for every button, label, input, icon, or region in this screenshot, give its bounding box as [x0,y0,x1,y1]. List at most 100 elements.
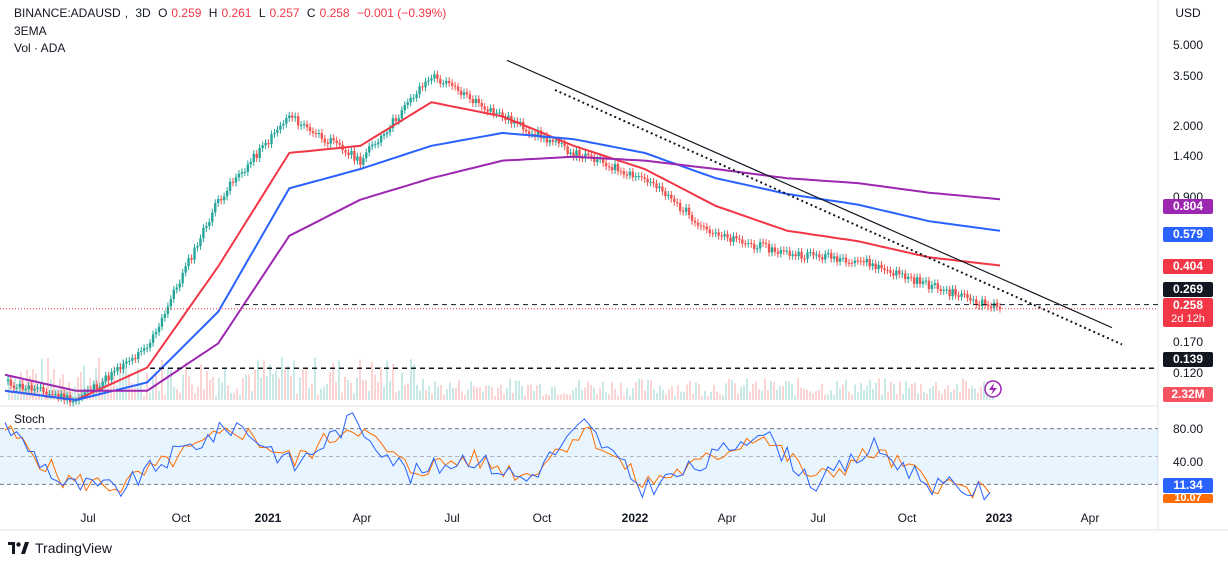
volume-bar [680,391,682,400]
volume-bar [461,391,463,400]
indicator-volume-label[interactable]: Vol · ADA [14,41,66,55]
candle-body [830,253,833,259]
volume-bar [356,377,358,400]
volume-bar [272,374,274,400]
volume-bar [89,377,91,400]
volume-bar [959,392,961,400]
candle-body [856,260,860,262]
candle-body [764,242,768,244]
tradingview-brand: TradingView [35,540,113,556]
candle-body [681,210,685,212]
candle-body [616,163,620,172]
candle-body [122,363,125,370]
candle-body [797,251,800,257]
candle-body [812,252,815,256]
candle-body [110,372,113,381]
candle-body [305,124,309,128]
candle-body [311,131,315,133]
price-tick: 2.000 [1172,119,1204,133]
volume-bar [974,388,976,400]
candle-body [634,176,637,178]
candle-body [157,326,161,333]
volume-bar [935,382,937,400]
volume-bar [242,378,244,400]
candle-body [989,306,993,308]
volume-bar [977,392,979,400]
volume-bar [632,388,634,400]
volume-bar [914,382,916,400]
candle-body [821,257,824,260]
candle-body [412,97,415,99]
interval-label[interactable]: 3D [135,6,151,20]
candle-body [978,304,981,306]
volume-bar [419,390,421,400]
candle-body [933,283,937,285]
candle-body [406,102,409,105]
volume-bar [956,384,958,400]
candle-body [169,299,173,307]
volume-bar [185,362,187,400]
volume-bar [452,387,454,400]
candle-body [664,191,667,196]
candle-body [430,78,433,81]
candle-body [15,387,19,389]
support-price-tag: 0.139 [1163,352,1213,367]
stoch-title[interactable]: Stoch [14,412,45,426]
volume-bar [191,384,193,400]
volume-bar [623,395,625,400]
volume-bar [179,392,181,400]
candle-body [205,225,208,228]
candle-body [622,171,626,175]
candle-body [693,220,697,223]
volume-bar [911,383,913,400]
candle-body [450,82,454,86]
volume-bar [776,389,778,400]
volume-bar [617,395,619,400]
volume-bar [236,388,238,400]
tradingview-logo[interactable]: TradingView [8,540,112,556]
candle-body [267,143,270,145]
candle-body [824,254,827,260]
volume-bar [290,375,292,400]
volume-bar [932,386,934,400]
volume-bar [833,394,835,400]
volume-bar [560,394,562,400]
volume-bar [383,386,385,400]
candle-body [901,273,904,275]
candle-body [214,203,217,213]
volume-bar [425,389,427,400]
volume-bar [254,369,256,400]
candle-body [219,199,223,201]
volume-bar [575,387,577,400]
candle-body [951,288,954,297]
volume-bar [854,384,856,400]
volume-bar [221,382,223,400]
volume-bar [620,382,622,400]
volume-bar [512,392,514,400]
volume-bar [566,393,568,400]
volume-bar [302,369,304,400]
indicator-ema-label[interactable]: 3EMA [14,24,47,38]
candle-body [524,129,528,132]
volume-bar [971,385,973,400]
candle-body [104,375,107,382]
candle-body [960,293,963,297]
volume-bar [281,357,283,400]
volume-bar [755,381,757,400]
symbol-name[interactable]: BINANCE:ADAUSD [14,6,121,20]
candle-body [116,367,119,372]
time-tick-2021: 2021 [254,511,282,525]
time-tick-oct: Oct [532,511,552,525]
volume-bar [947,385,949,400]
candle-body [909,276,913,278]
volume-bar [800,387,802,400]
volume-bar [485,385,487,400]
time-tick-oct: Oct [171,511,191,525]
candle-body [347,152,350,155]
stoch-tick: 40.00 [1172,455,1204,469]
volume-bar [305,368,307,400]
candle-body [942,290,945,292]
candle-body [60,393,63,398]
high-value: 0.261 [221,6,252,20]
